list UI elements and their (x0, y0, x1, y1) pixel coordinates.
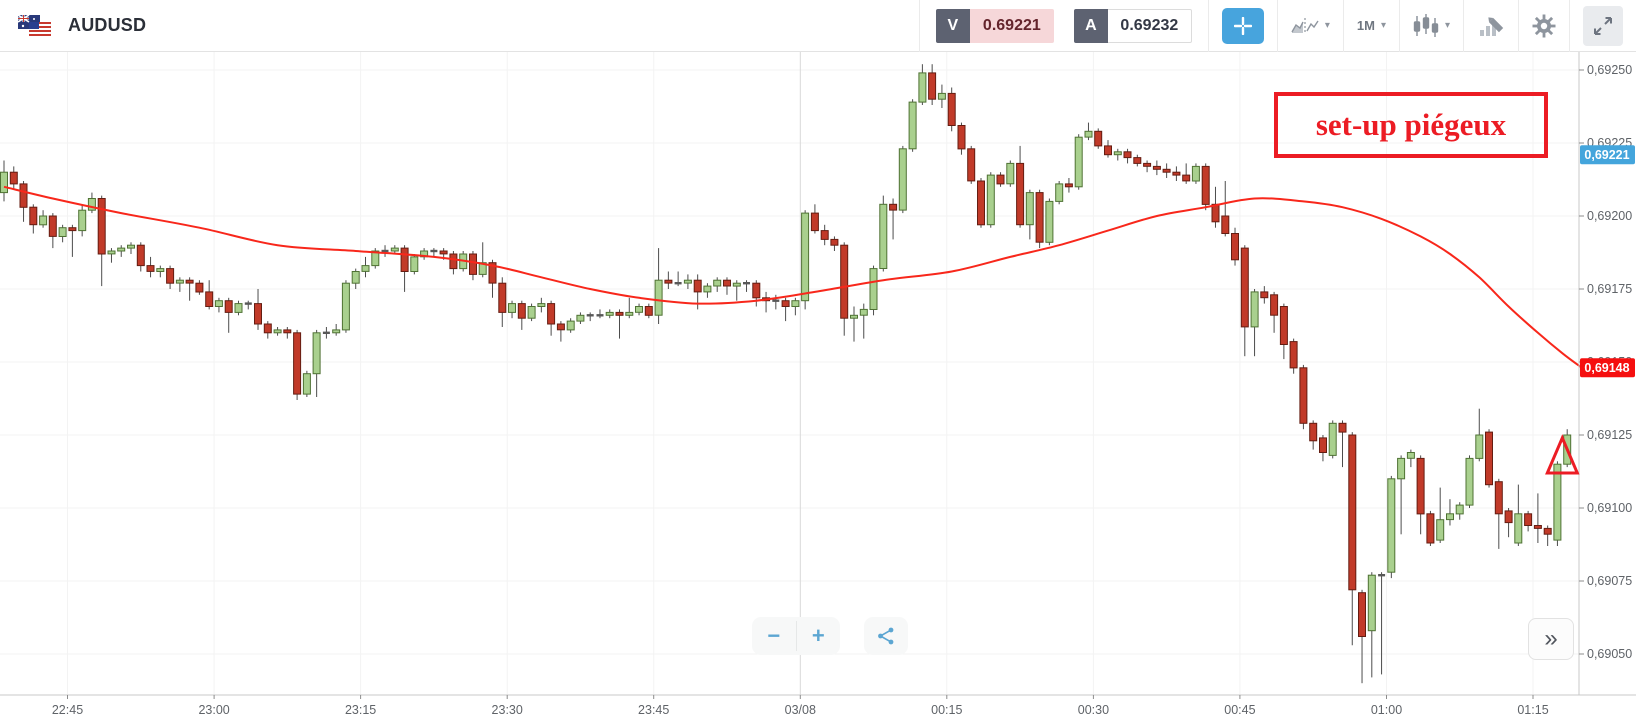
svg-text:23:00: 23:00 (198, 703, 229, 717)
expand-icon (1594, 16, 1612, 35)
compare-chart-icon (1291, 17, 1319, 34)
collapse-panel-button[interactable]: » (1528, 618, 1574, 660)
candlestick-style-icon (1413, 13, 1439, 37)
timeframe-dropdown[interactable]: 1M ▾ (1342, 0, 1399, 52)
chevron-down-icon: ▾ (1380, 20, 1386, 31)
svg-text:00:30: 00:30 (1078, 703, 1109, 717)
text-annotation-box[interactable]: set-up piégeux (1274, 92, 1548, 158)
svg-text:0,69125: 0,69125 (1587, 428, 1632, 442)
compare-chart-dropdown[interactable]: ▾ (1276, 0, 1343, 52)
candles-layer (0, 64, 1572, 684)
price-axis[interactable]: 0,692500,692250,692000,691750,691500,691… (1579, 63, 1632, 661)
timeframe-label: 1M (1356, 18, 1375, 33)
last-price-badge: 0,69221 (1580, 145, 1635, 165)
share-button[interactable] (864, 617, 908, 655)
sell-price: 0.69221 (969, 8, 1054, 43)
zoom-out-button[interactable]: − (767, 623, 781, 648)
drawing-tools-button[interactable] (1463, 0, 1518, 52)
svg-text:0,69075: 0,69075 (1587, 574, 1632, 588)
svg-text:0,69250: 0,69250 (1587, 63, 1632, 77)
moving-average-line[interactable] (3, 185, 1583, 369)
time-axis[interactable]: 22:45 23:00 23:15 23:30 23:45 03/08 00:15 00:30… (52, 695, 1549, 717)
svg-text:01:00: 01:00 (1371, 703, 1402, 717)
svg-text:0,69148: 0,69148 (1584, 361, 1629, 375)
svg-text:23:30: 23:30 (492, 703, 523, 717)
sell-button[interactable]: V 0.69221 (935, 8, 1054, 43)
buy-price: 0.69232 (1107, 8, 1192, 43)
candlestick-chart[interactable]: 0,692500,692250,692000,691750,691500,691… (0, 52, 1636, 727)
symbol-header: AUDUSD (0, 14, 146, 38)
buy-button[interactable]: A 0.69232 (1073, 8, 1192, 43)
svg-text:0,69221: 0,69221 (1584, 148, 1629, 162)
settings-button[interactable] (1518, 0, 1569, 52)
svg-text:0,69100: 0,69100 (1587, 501, 1632, 515)
chevron-down-icon: ▾ (1444, 20, 1450, 31)
gear-icon (1532, 14, 1556, 37)
svg-text:01:15: 01:15 (1517, 703, 1548, 717)
zoom-controls: − + (752, 617, 840, 655)
grid-lines (0, 52, 1579, 695)
buy-label: A (1073, 8, 1108, 43)
triangle-annotation[interactable] (1545, 434, 1580, 475)
crosshair-button[interactable] (1207, 0, 1277, 52)
svg-text:00:45: 00:45 (1224, 703, 1255, 717)
fullscreen-button[interactable] (1569, 0, 1636, 52)
svg-text:22:45: 22:45 (52, 703, 83, 717)
toolbar: AUDUSD V 0.69221 A 0.69232 (0, 0, 1636, 52)
pencil-chart-icon (1480, 16, 1504, 36)
ma-price-badge: 0,69148 (1580, 358, 1635, 378)
svg-text:03/08: 03/08 (785, 703, 816, 717)
svg-text:0,69050: 0,69050 (1587, 647, 1632, 661)
audusd-flags-icon (18, 14, 54, 38)
share-icon (878, 627, 894, 645)
chart-style-dropdown[interactable]: ▾ (1398, 0, 1463, 52)
svg-text:23:15: 23:15 (345, 703, 376, 717)
svg-text:0,69175: 0,69175 (1587, 282, 1632, 296)
symbol-title: AUDUSD (68, 15, 147, 35)
svg-text:0,69200: 0,69200 (1587, 209, 1632, 223)
crosshair-icon (1233, 16, 1252, 35)
chevron-down-icon: ▾ (1324, 20, 1330, 31)
svg-text:23:45: 23:45 (638, 703, 669, 717)
quote-panel: V 0.69221 A 0.69232 (918, 0, 1208, 52)
svg-text:00:15: 00:15 (931, 703, 962, 717)
chart-area[interactable]: 0,692500,692250,692000,691750,691500,691… (0, 52, 1636, 727)
axes (0, 52, 1636, 696)
sell-label: V (935, 8, 970, 43)
zoom-in-button[interactable]: + (811, 623, 825, 648)
